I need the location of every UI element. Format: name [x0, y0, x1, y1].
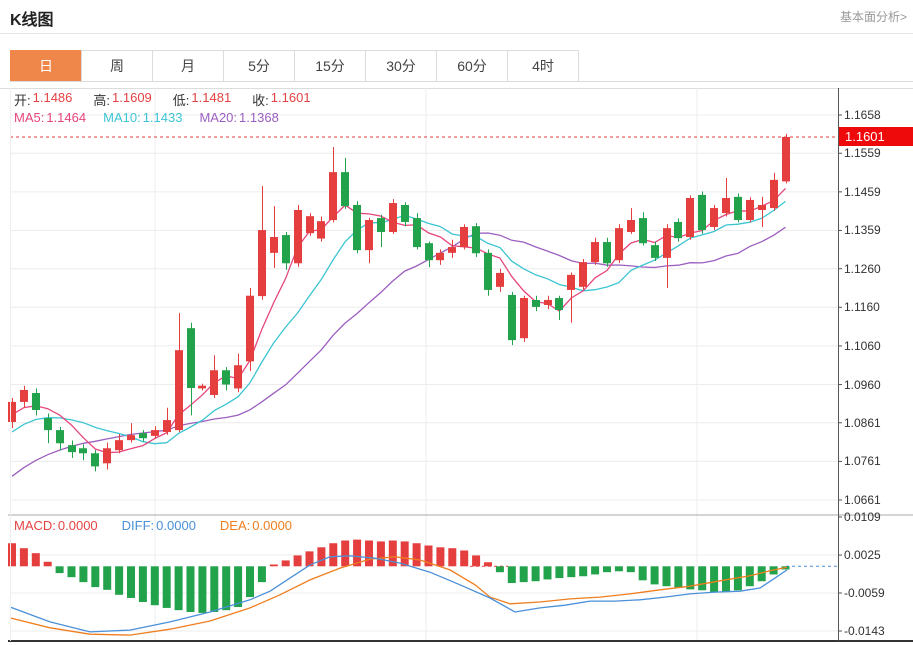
y-axis-label: 1.1260: [844, 261, 881, 276]
y-axis-label: 0.0025: [844, 547, 881, 562]
kline-chart-canvas[interactable]: [0, 88, 913, 645]
low-value: 1.1481: [191, 90, 232, 105]
tab-30min[interactable]: 30分: [365, 50, 437, 82]
axes: [8, 88, 913, 642]
y-axis-label: -0.0143: [844, 623, 885, 638]
tab-month[interactable]: 月: [152, 50, 224, 82]
ma20-label: MA20:: [199, 110, 238, 125]
page-title: K线图: [10, 12, 54, 29]
grid-lines: [10, 88, 838, 641]
tab-4hour[interactable]: 4时: [507, 50, 579, 82]
tab-15min[interactable]: 15分: [294, 50, 366, 82]
dea-line: [9, 556, 788, 636]
candles: [8, 133, 790, 472]
macd-readout: MACD: 0.0000 DIFF: 0.0000 DEA: 0.0000: [14, 518, 292, 533]
tab-day[interactable]: 日: [10, 50, 82, 82]
ma-readout: MA5: 1.1464 MA10: 1.1433 MA20: 1.1368: [14, 110, 279, 125]
current-price-tag: 1.1601: [839, 127, 913, 146]
ohlc-readout: 开: 1.1486 高: 1.1609 低: 1.1481 收: 1.1601: [14, 90, 311, 109]
high-label: 高:: [93, 93, 111, 108]
diff-line: [9, 555, 788, 633]
high-value: 1.1609: [112, 90, 152, 105]
macd-histogram: [8, 539, 790, 613]
tab-5min[interactable]: 5分: [223, 50, 295, 82]
y-axis-label: 1.1459: [844, 184, 881, 199]
ma5-value: 1.1464: [46, 110, 87, 125]
open-value: 1.1486: [32, 90, 73, 105]
y-axis-label: 1.0761: [844, 454, 881, 469]
y-axis-label: 1.1658: [844, 108, 881, 122]
period-tabs: 日 周 月 5分 15分 30分 60分 4时: [10, 50, 579, 82]
chart-area: [0, 88, 913, 645]
macd-label: MACD:: [14, 518, 56, 533]
ma20-value: 1.1368: [239, 110, 279, 125]
dea-value: 0.0000: [252, 518, 293, 533]
low-label: 低:: [172, 93, 190, 108]
ma5-label: MA5:: [14, 110, 45, 125]
y-axis-label: 1.0960: [844, 377, 881, 392]
tab-week[interactable]: 周: [81, 50, 153, 82]
diff-value: 0.0000: [156, 518, 196, 533]
ma10-value: 1.1433: [142, 110, 183, 125]
close-value: 1.1601: [270, 90, 311, 105]
y-axis-label: 1.1060: [844, 338, 881, 353]
y-axis-label: 1.1559: [844, 146, 881, 161]
y-axis-label: 1.0661: [844, 493, 881, 507]
close-label: 收:: [252, 93, 269, 108]
dea-label: DEA:: [219, 518, 251, 533]
ma10-line: [11, 200, 786, 445]
y-axis-label: 1.0861: [844, 415, 881, 430]
open-label: 开:: [14, 93, 31, 108]
ma5-line: [11, 187, 786, 454]
macd-value: 0.0000: [57, 518, 98, 533]
ma10-label: MA10:: [103, 110, 141, 125]
y-axis-label: 1.1160: [844, 300, 880, 315]
y-axis-label: 0.0109: [844, 509, 881, 524]
y-axis-label: 1.1359: [844, 223, 881, 238]
tabs-underline: [10, 81, 913, 82]
diff-label: DIFF:: [121, 518, 155, 533]
fundamental-analysis-link[interactable]: 基本面分析>: [839, 10, 907, 24]
y-axis-label: -0.0059: [844, 585, 885, 600]
page-header: K线图 基本面分析>: [0, 0, 913, 34]
tab-60min[interactable]: 60分: [436, 50, 508, 82]
